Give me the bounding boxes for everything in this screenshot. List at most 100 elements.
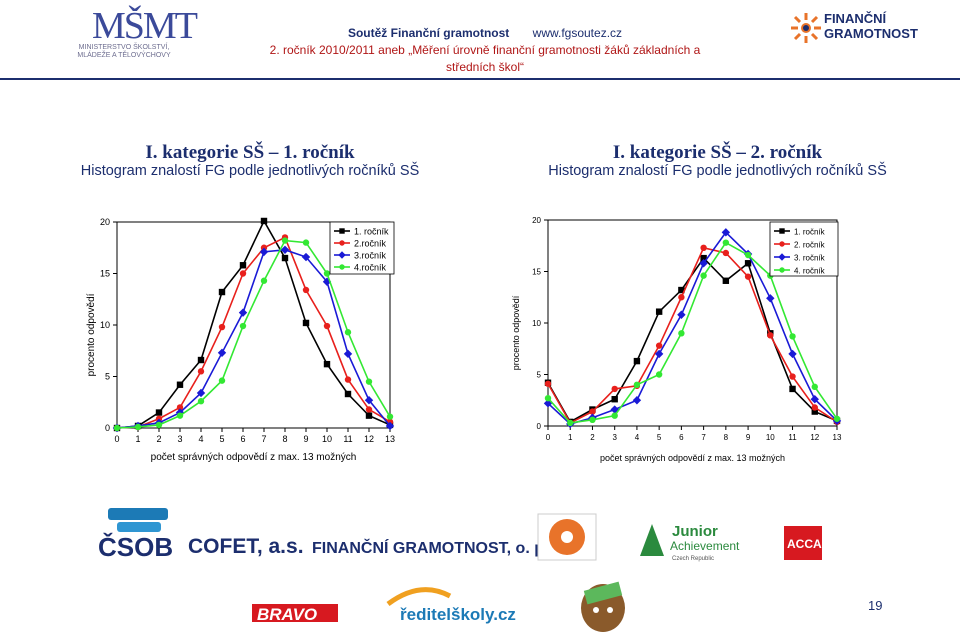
x-tick-label: 11 bbox=[343, 434, 352, 444]
series-3-point bbox=[301, 252, 311, 262]
series-2-point bbox=[176, 404, 184, 411]
series-4-point bbox=[611, 412, 618, 419]
x-tick-label: 5 bbox=[219, 434, 224, 444]
legend-label-1: 1. ročník bbox=[794, 228, 826, 237]
fg-logo-line-1: FINANČNÍ bbox=[824, 11, 887, 26]
y-tick-label: 0 bbox=[537, 422, 542, 431]
reditelskoly-text: ředitelškoly.cz bbox=[400, 605, 516, 624]
series-2-point bbox=[744, 273, 752, 280]
series-1-point bbox=[700, 254, 707, 262]
y-tick-label: 0 bbox=[105, 423, 110, 433]
legend-marker bbox=[779, 267, 785, 273]
series-3-point bbox=[238, 308, 248, 317]
fg-logo-text: FINANČNÍ GRAMOTNOST bbox=[824, 11, 918, 41]
series-4-point bbox=[722, 239, 730, 246]
contest-url[interactable]: www.fgsoutez.cz bbox=[532, 26, 623, 40]
series-2-point bbox=[589, 408, 596, 415]
x-tick-label: 2 bbox=[590, 433, 595, 442]
x-tick-label: 9 bbox=[303, 434, 308, 444]
y-tick-label: 15 bbox=[532, 268, 541, 277]
series-1-point bbox=[323, 360, 331, 368]
series-4-point bbox=[567, 419, 574, 427]
series-3-point bbox=[632, 396, 642, 405]
contest-name: Soutěž Finanční gramotnost bbox=[347, 26, 510, 40]
series-3-point bbox=[196, 388, 206, 398]
x-tick-label: 5 bbox=[657, 433, 662, 442]
series-1-point bbox=[365, 412, 373, 419]
msmt-text: MINISTERSTVO ŠKOLSTVÍ, MLÁDEŽE A TĚLOVÝC… bbox=[62, 44, 186, 60]
badge-logo bbox=[537, 513, 597, 561]
series-1-point bbox=[218, 288, 226, 296]
series-2-point bbox=[611, 385, 618, 393]
legend-marker bbox=[338, 251, 346, 259]
y-tick-label: 15 bbox=[100, 269, 110, 279]
x-tick-label: 1 bbox=[135, 434, 140, 444]
msmt-mark: MŠMT bbox=[92, 5, 198, 47]
contest-subtitle: 2. ročník 2010/2011 aneb „Měření úrovně … bbox=[269, 43, 701, 74]
series-2-point bbox=[218, 323, 226, 331]
legend-marker bbox=[778, 253, 786, 261]
legend-marker bbox=[339, 240, 345, 246]
series-4-point bbox=[302, 239, 310, 246]
series-3-point bbox=[364, 395, 374, 405]
series-3-point bbox=[217, 348, 227, 358]
series-4-point bbox=[678, 330, 685, 337]
series-2-point bbox=[789, 373, 796, 380]
series-2-point bbox=[678, 294, 685, 301]
series-4-point bbox=[239, 322, 247, 330]
ja-text-3: Czech Republic bbox=[672, 556, 714, 562]
msmt-line-1: MINISTERSTVO ŠKOLSTVÍ, bbox=[78, 44, 170, 51]
series-4-point bbox=[134, 423, 142, 431]
y-tick-label: 10 bbox=[100, 320, 110, 330]
series-1-point bbox=[611, 396, 618, 403]
x-tick-label: 3 bbox=[177, 434, 182, 444]
y-tick-label: 5 bbox=[105, 372, 110, 382]
x-tick-label: 2 bbox=[156, 434, 161, 444]
series-1-point bbox=[655, 308, 663, 315]
y-axis-label: procento odpovědí bbox=[511, 295, 521, 370]
x-axis-label: počet správných odpovědí z max. 13 možný… bbox=[151, 452, 357, 463]
fg-logo-icon bbox=[791, 13, 821, 43]
series-2-point bbox=[811, 404, 818, 411]
series-1-point bbox=[811, 408, 818, 415]
series-1-point bbox=[678, 286, 685, 294]
series-1-point bbox=[633, 357, 641, 365]
x-tick-label: 1 bbox=[568, 433, 573, 442]
series-4-point bbox=[655, 371, 663, 378]
series-4-point bbox=[281, 237, 289, 244]
y-tick-label: 10 bbox=[532, 319, 541, 328]
ja-text-1: Junior bbox=[672, 523, 718, 540]
left-title-line-2: Histogram znalostí FG podle jednotlivých… bbox=[80, 163, 420, 179]
left-chart-title: I. kategorie SŠ – 1. ročník Histogram zn… bbox=[60, 142, 440, 180]
series-4-point bbox=[218, 377, 226, 384]
y-tick-label: 20 bbox=[532, 216, 541, 225]
legend-label-4: 4. ročník bbox=[794, 267, 826, 276]
series-4-point bbox=[589, 416, 596, 424]
x-tick-label: 9 bbox=[746, 433, 751, 442]
series-1-point bbox=[744, 260, 752, 267]
header-center: Soutěž Finanční gramotnost www.fgsoutez.… bbox=[250, 25, 720, 76]
left-title-line-1: I. kategorie SŠ – 1. ročník bbox=[145, 142, 355, 163]
series-1-point bbox=[239, 262, 247, 269]
acca-text: ACCA bbox=[787, 537, 822, 551]
series-3-point bbox=[259, 247, 269, 257]
page-number: 19 bbox=[868, 598, 883, 613]
series-4-point bbox=[155, 421, 163, 429]
legend-label-3: 3.ročník bbox=[354, 251, 387, 261]
series-4-point bbox=[344, 329, 352, 336]
x-tick-label: 8 bbox=[282, 434, 287, 444]
series-3-point bbox=[721, 228, 731, 237]
csob-logo: ČSOB bbox=[98, 508, 173, 562]
legend-label-2: 2. ročník bbox=[794, 241, 826, 250]
cofet-logo: COFET, a.s. bbox=[188, 535, 304, 558]
msmt-line-2: MLÁDEŽE A TĚLOVÝCHOVY bbox=[77, 52, 171, 59]
series-2-point bbox=[722, 249, 730, 257]
bravo-text: BRAVO bbox=[257, 605, 317, 624]
y-axis-label: procento odpovědí bbox=[86, 293, 97, 376]
series-line-4 bbox=[116, 239, 391, 429]
x-tick-label: 8 bbox=[724, 433, 729, 442]
series-2-point bbox=[197, 368, 205, 375]
series-4-point bbox=[323, 270, 331, 277]
x-tick-label: 10 bbox=[766, 433, 775, 442]
series-2-point bbox=[365, 406, 373, 413]
